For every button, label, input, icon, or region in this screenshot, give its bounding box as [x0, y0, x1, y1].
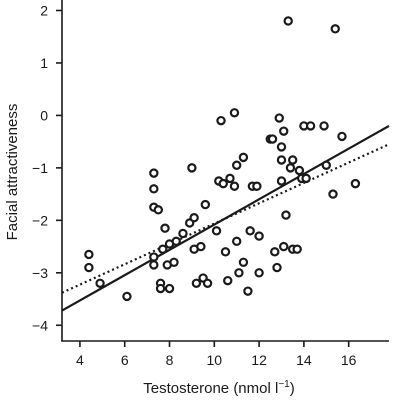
- data-point: [337, 131, 347, 142]
- x-tick-label: 4: [76, 352, 84, 368]
- data-point: [122, 291, 132, 302]
- data-point: [231, 160, 242, 170]
- data-point: [319, 121, 329, 131]
- data-point: [149, 168, 159, 178]
- data-point: [245, 226, 255, 236]
- data-point: [229, 108, 240, 118]
- data-point: [225, 173, 235, 184]
- data-point: [267, 134, 278, 144]
- data-point: [301, 173, 311, 184]
- data-point: [153, 205, 164, 215]
- data-point: [238, 152, 249, 163]
- data-point: [149, 184, 159, 194]
- data-point: [274, 113, 284, 123]
- data-point: [328, 189, 338, 199]
- x-tick-label: 12: [251, 352, 267, 368]
- plot-marks: [61, 16, 390, 312]
- y-tick-label: 0: [40, 107, 48, 123]
- data-point: [149, 260, 159, 270]
- data-point: [281, 210, 291, 220]
- data-point: [158, 244, 168, 254]
- data-point: [292, 244, 302, 254]
- x-tick-label: 6: [121, 352, 129, 368]
- data-point: [200, 199, 211, 210]
- data-point: [196, 241, 206, 252]
- y-axis-title: Facial attractiveness: [4, 104, 21, 241]
- data-point: [169, 257, 179, 268]
- data-point: [211, 226, 222, 236]
- data-point: [254, 231, 264, 241]
- data-point: [164, 283, 175, 294]
- data-point: [171, 236, 181, 247]
- data-point: [252, 181, 262, 191]
- y-tick-label: 1: [40, 55, 48, 71]
- y-tick-label: −4: [32, 317, 48, 333]
- data-point: [220, 247, 231, 257]
- data-point: [191, 278, 202, 288]
- data-point: [305, 121, 316, 131]
- x-tick-label: 10: [207, 352, 223, 368]
- data-point: [84, 249, 94, 260]
- data-point: [287, 155, 298, 165]
- y-tick-label: 2: [40, 2, 48, 18]
- x-tick-label: 14: [296, 352, 312, 368]
- data-point: [283, 16, 293, 26]
- data-point: [270, 247, 280, 257]
- data-point: [276, 155, 287, 165]
- data-point: [279, 241, 289, 252]
- data-point: [272, 262, 282, 273]
- data-point: [95, 278, 105, 288]
- data-point: [276, 176, 287, 186]
- data-point: [330, 24, 340, 34]
- y-tick-label: −3: [32, 265, 48, 281]
- data-point: [285, 163, 296, 173]
- data-point: [231, 236, 242, 247]
- x-tick-label: 16: [341, 352, 357, 368]
- x-tick-label: 8: [166, 352, 174, 368]
- data-point: [229, 181, 240, 191]
- data-point: [160, 223, 170, 233]
- data-point: [84, 262, 94, 273]
- data-point: [202, 278, 213, 288]
- solid-fit-line: [61, 124, 390, 312]
- x-axis-title: Testosterone (nmol l−1): [143, 379, 294, 397]
- data-point: [223, 275, 233, 286]
- data-point: [294, 165, 305, 176]
- y-tick-label: −2: [32, 212, 48, 228]
- data-point: [218, 178, 228, 189]
- data-point: [238, 257, 249, 268]
- data-point: [189, 213, 199, 223]
- data-point: [350, 178, 361, 189]
- x-axis-title-superscript: −1: [278, 379, 290, 390]
- data-point: [279, 126, 289, 136]
- data-point: [149, 252, 159, 262]
- data-point: [155, 283, 166, 294]
- axes: [61, 0, 389, 342]
- data-point: [187, 163, 197, 173]
- data-point: [321, 160, 331, 170]
- y-tick-label: −1: [32, 160, 48, 176]
- data-point: [178, 228, 188, 239]
- data-point: [276, 142, 287, 152]
- data-point: [243, 286, 253, 296]
- x-axis-title-close: ): [290, 380, 295, 397]
- data-point: [216, 115, 226, 126]
- data-point: [254, 268, 264, 278]
- data-point: [234, 268, 244, 278]
